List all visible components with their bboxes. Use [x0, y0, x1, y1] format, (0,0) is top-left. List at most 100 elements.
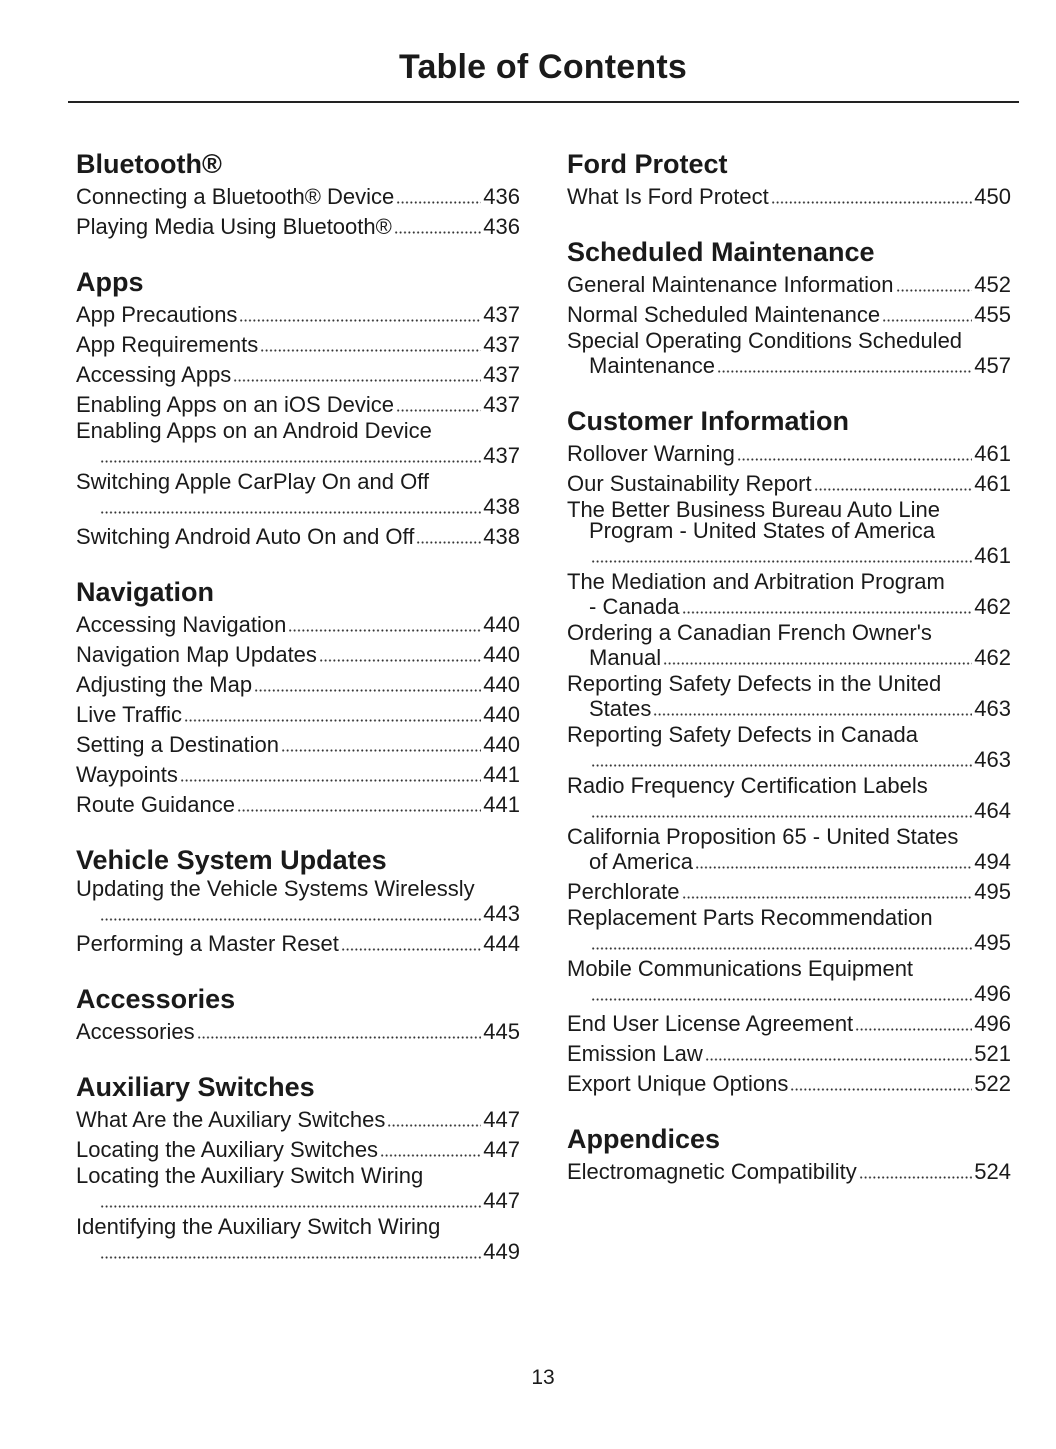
toc-entry[interactable]: Our Sustainability Report 461	[567, 469, 1011, 499]
page-ref[interactable]: 449	[483, 1239, 520, 1264]
toc-entry[interactable]: Playing Media Using Bluetooth® 436	[76, 212, 520, 242]
page-ref[interactable]: 447	[483, 1137, 520, 1162]
entry-title: Connecting a Bluetooth® Device	[76, 184, 395, 209]
toc-entry[interactable]: Switching Apple CarPlay On and Off 438	[76, 471, 520, 522]
page-ref[interactable]: 437	[483, 332, 520, 357]
page-ref[interactable]: 522	[974, 1071, 1011, 1096]
toc-entry[interactable]: Live Traffic 440	[76, 700, 520, 730]
toc-entry[interactable]: Electromagnetic Compatibility 524	[567, 1157, 1011, 1187]
page-ref[interactable]: 436	[483, 214, 520, 239]
page-ref[interactable]: 463	[974, 747, 1011, 772]
page-ref[interactable]: 438	[483, 524, 520, 549]
toc-entry[interactable]: App Precautions 437	[76, 300, 520, 330]
toc-entry[interactable]: Mobile Communications Equipment 496	[567, 958, 1011, 1009]
page-ref[interactable]: 494	[974, 849, 1011, 874]
page-ref[interactable]: 445	[483, 1019, 520, 1044]
page-ref[interactable]: 437	[483, 443, 520, 468]
toc-entry[interactable]: Connecting a Bluetooth® Device 436	[76, 182, 520, 212]
page-ref[interactable]: 440	[483, 642, 520, 667]
toc-entry[interactable]: Enabling Apps on an Android Device 437	[76, 420, 520, 471]
page-ref[interactable]: 455	[974, 302, 1011, 327]
page-ref[interactable]: 447	[483, 1107, 520, 1132]
toc-entry[interactable]: Accessories 445	[76, 1017, 520, 1047]
page-ref[interactable]: 447	[483, 1188, 520, 1213]
toc-entry[interactable]: Locating the Auxiliary Switches 447	[76, 1135, 520, 1165]
toc-section: Accessories Accessories 445	[76, 981, 520, 1047]
page-ref[interactable]: 437	[483, 392, 520, 417]
page-ref[interactable]: 461	[974, 441, 1011, 466]
toc-entry[interactable]: Switching Android Auto On and Off 438	[76, 522, 520, 552]
page-ref[interactable]: 463	[974, 696, 1011, 721]
toc-entry[interactable]: Reporting Safety Defects in the United St…	[567, 673, 1011, 724]
toc-entry[interactable]: Replacement Parts Recommendation 495	[567, 907, 1011, 958]
toc-entry[interactable]: Perchlorate 495	[567, 877, 1011, 907]
page-ref[interactable]: 457	[974, 353, 1011, 378]
toc-entry[interactable]: Special Operating Conditions Scheduled Ma…	[567, 330, 1011, 381]
toc-entry[interactable]: Accessing Navigation 440	[76, 610, 520, 640]
entry-line: Normal Scheduled Maintenance 455	[567, 300, 1011, 330]
page-ref[interactable]: 462	[974, 645, 1011, 670]
toc-entry[interactable]: Normal Scheduled Maintenance 455	[567, 300, 1011, 330]
toc-entry[interactable]: The Mediation and Arbitration Program - C…	[567, 571, 1011, 622]
toc-entry[interactable]: California Proposition 65 - United State…	[567, 826, 1011, 877]
toc-entry[interactable]: End User License Agreement 496	[567, 1009, 1011, 1039]
entry-first-line: Switching Apple CarPlay On and Off	[76, 471, 520, 493]
toc-entry[interactable]: Accessing Apps 437	[76, 360, 520, 390]
page-ref[interactable]: 444	[483, 931, 520, 956]
page-ref[interactable]: 461	[974, 543, 1011, 568]
toc-entry[interactable]: Locating the Auxiliary Switch Wiring 447	[76, 1165, 520, 1216]
entry-title-continuation: Program - United States of America	[589, 518, 936, 543]
toc-entry[interactable]: What Is Ford Protect 450	[567, 182, 1011, 212]
toc-entry[interactable]: Adjusting the Map 440	[76, 670, 520, 700]
toc-entry[interactable]: Waypoints 441	[76, 760, 520, 790]
toc-entry[interactable]: Enabling Apps on an iOS Device 437	[76, 390, 520, 420]
entry-title: What Is Ford Protect	[567, 184, 769, 209]
page-ref[interactable]: 461	[974, 471, 1011, 496]
entry-title: App Precautions	[76, 302, 238, 327]
toc-entry[interactable]: General Maintenance Information 452	[567, 270, 1011, 300]
toc-entry[interactable]: Ordering a Canadian French Owner's Manual…	[567, 622, 1011, 673]
toc-entry[interactable]: Emission Law 521	[567, 1039, 1011, 1069]
toc-entry[interactable]: Export Unique Options 522	[567, 1069, 1011, 1099]
toc-entry[interactable]: App Requirements 437	[76, 330, 520, 360]
dot-leader	[813, 488, 973, 491]
dot-leader	[591, 764, 973, 767]
toc-entry[interactable]: Radio Frequency Certification Labels 464	[567, 775, 1011, 826]
page-ref[interactable]: 440	[483, 702, 520, 727]
page-ref[interactable]: 438	[483, 494, 520, 519]
page-ref[interactable]: 521	[974, 1041, 1011, 1066]
page-ref[interactable]: 496	[974, 1011, 1011, 1036]
page-ref[interactable]: 495	[974, 930, 1011, 955]
toc-entry[interactable]: Rollover Warning 461	[567, 439, 1011, 469]
page-ref[interactable]: 440	[483, 612, 520, 637]
toc-entry[interactable]: Performing a Master Reset 444	[76, 929, 520, 959]
toc-column-left: Bluetooth® Connecting a Bluetooth® Device…	[76, 146, 520, 1289]
toc-entry[interactable]: Identifying the Auxiliary Switch Wiring 4…	[76, 1216, 520, 1267]
page-ref[interactable]: 440	[483, 732, 520, 757]
page-ref[interactable]: 443	[483, 901, 520, 926]
page-ref[interactable]: 495	[974, 879, 1011, 904]
toc-entry[interactable]: Route Guidance 441	[76, 790, 520, 820]
page-ref[interactable]: 524	[974, 1159, 1011, 1184]
toc-entry[interactable]: The Better Business Bureau Auto Line Prog…	[567, 499, 1011, 571]
page-ref[interactable]: 437	[483, 302, 520, 327]
page-ref[interactable]: 437	[483, 362, 520, 387]
page-ref[interactable]: 436	[483, 184, 520, 209]
toc-entry[interactable]: Setting a Destination 440	[76, 730, 520, 760]
page-ref[interactable]: 496	[974, 981, 1011, 1006]
toc-entry[interactable]: Reporting Safety Defects in Canada 463	[567, 724, 1011, 775]
entry-continuation-line: States 463	[567, 694, 1011, 724]
page-ref[interactable]: 450	[974, 184, 1011, 209]
page-ref[interactable]: 452	[974, 272, 1011, 297]
page-ref[interactable]: 462	[974, 594, 1011, 619]
entry-title: Export Unique Options	[567, 1071, 789, 1096]
dot-leader	[237, 809, 482, 812]
page-ref[interactable]: 440	[483, 672, 520, 697]
page-ref[interactable]: 464	[974, 798, 1011, 823]
toc-entry[interactable]: What Are the Auxiliary Switches 447	[76, 1105, 520, 1135]
page-ref[interactable]: 441	[483, 762, 520, 787]
toc-entry[interactable]: Navigation Map Updates 440	[76, 640, 520, 670]
page-ref[interactable]: 441	[483, 792, 520, 817]
dot-leader	[239, 319, 482, 322]
toc-entry[interactable]: Updating the Vehicle Systems Wirelessly 4…	[76, 878, 520, 929]
